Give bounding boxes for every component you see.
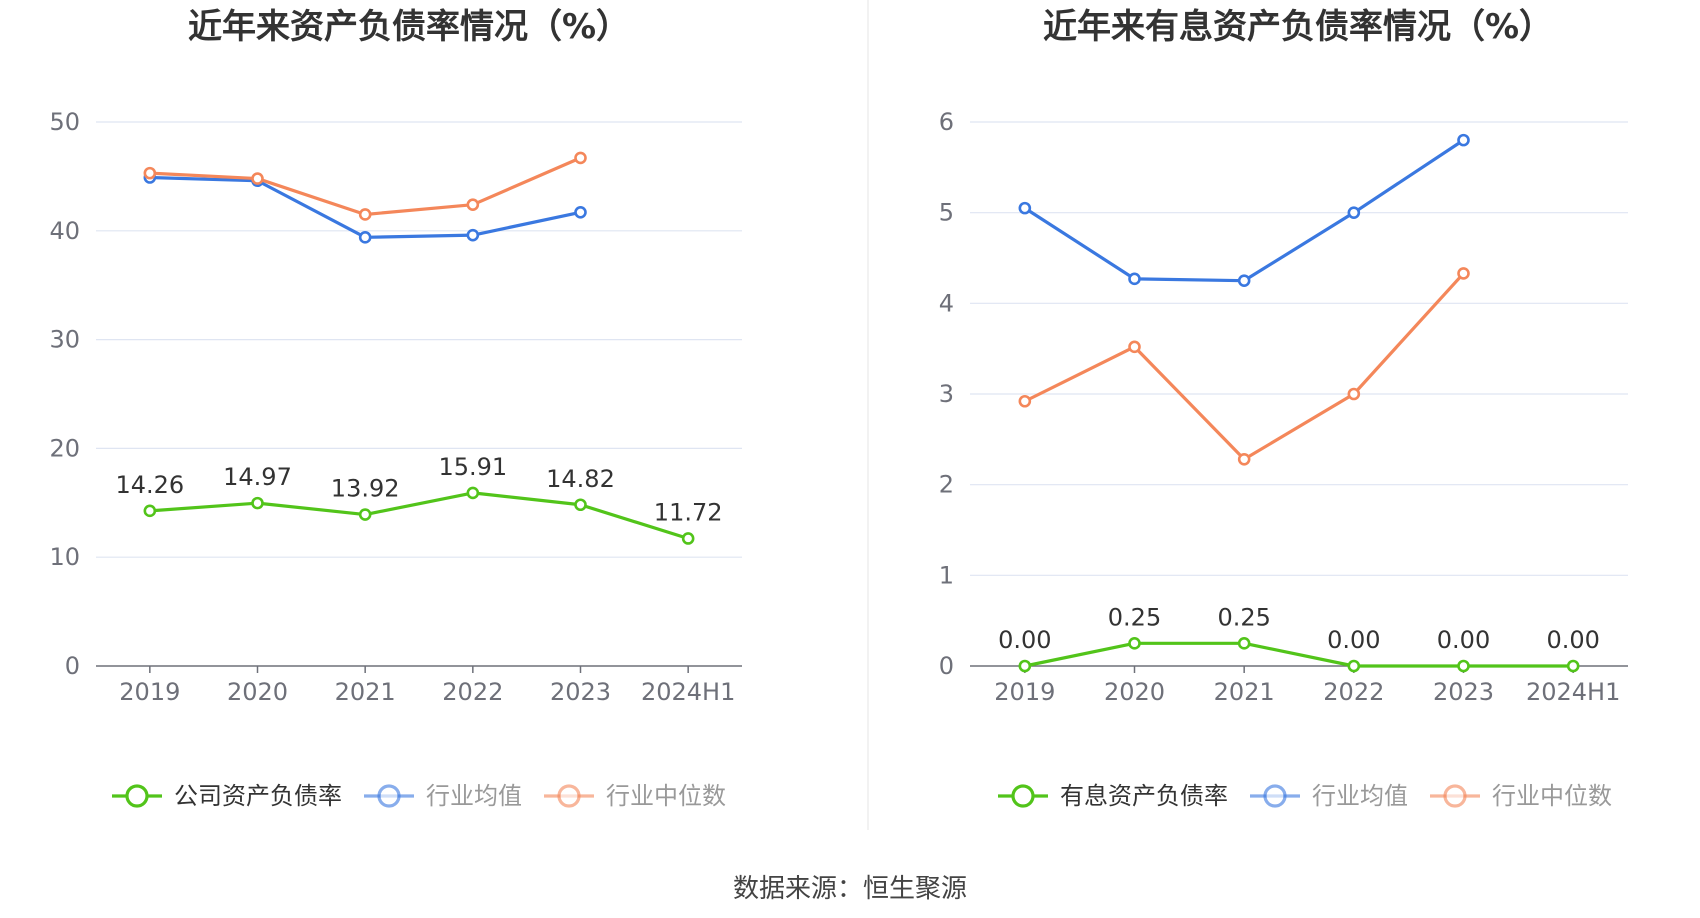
x-tick-label: 2024H1: [1526, 678, 1620, 706]
data-point[interactable]: [1018, 201, 1032, 215]
data-point[interactable]: [1347, 659, 1361, 673]
data-point[interactable]: [681, 532, 695, 545]
data-point[interactable]: [1018, 659, 1032, 673]
legend-item[interactable]: 有息资产负债率: [998, 782, 1228, 810]
y-tick-label: 5: [939, 199, 954, 227]
data-label: 11.72: [654, 498, 723, 526]
x-tick-label: 2023: [1433, 678, 1494, 706]
data-point[interactable]: [1237, 637, 1251, 650]
x-tick-label: 2021: [335, 678, 396, 706]
legend-marker: [1443, 784, 1467, 808]
data-label: 0.25: [1217, 603, 1270, 631]
data-point[interactable]: [358, 508, 372, 521]
legend-item[interactable]: 行业中位数: [1430, 782, 1612, 810]
legend-item[interactable]: 行业中位数: [544, 782, 726, 810]
x-tick-label: 2022: [442, 678, 503, 706]
legend-label: 行业均值: [1312, 782, 1408, 810]
x-tick-label: 2024H1: [641, 678, 735, 706]
data-label: 0.25: [1108, 603, 1161, 631]
data-label: 14.82: [546, 465, 615, 493]
data-label: 0.00: [1546, 626, 1599, 654]
data-point[interactable]: [1457, 133, 1470, 147]
data-point[interactable]: [1347, 206, 1361, 219]
data-point[interactable]: [1457, 267, 1470, 280]
data-label: 14.97: [223, 463, 292, 491]
data-point[interactable]: [251, 172, 264, 185]
data-point[interactable]: [1237, 452, 1251, 466]
y-tick-label: 0: [939, 652, 954, 680]
data-point[interactable]: [358, 231, 372, 244]
data-source: 数据来源：恒生聚源: [733, 874, 967, 904]
legend-marker: [125, 784, 149, 808]
y-tick-label: 1: [939, 561, 954, 589]
series-line-1: [1023, 138, 1465, 283]
legend-label: 行业中位数: [606, 782, 726, 810]
y-tick-label: 6: [939, 108, 954, 136]
x-tick-label: 2022: [1323, 678, 1384, 706]
data-point[interactable]: [143, 504, 157, 518]
data-point[interactable]: [1566, 659, 1580, 673]
data-point[interactable]: [574, 151, 587, 165]
data-point[interactable]: [358, 208, 372, 221]
series-line-0: [1024, 641, 1574, 668]
data-point[interactable]: [466, 228, 480, 242]
y-tick-label: 3: [939, 380, 954, 408]
data-point[interactable]: [466, 486, 480, 500]
legend-label: 行业中位数: [1492, 782, 1612, 810]
y-tick-label: 10: [49, 543, 80, 571]
x-tick-label: 2019: [994, 678, 1055, 706]
legend-label: 有息资产负债率: [1060, 782, 1228, 810]
x-tick-label: 2020: [227, 678, 288, 706]
data-label: 0.00: [1327, 626, 1380, 654]
data-point[interactable]: [1237, 274, 1251, 287]
data-point[interactable]: [143, 166, 157, 180]
legend-marker: [557, 784, 581, 808]
data-point[interactable]: [574, 206, 587, 219]
x-tick-label: 2021: [1214, 678, 1275, 706]
data-point[interactable]: [1018, 394, 1032, 408]
y-tick-label: 2: [939, 471, 954, 499]
data-point[interactable]: [1128, 272, 1141, 286]
data-label: 13.92: [331, 475, 400, 503]
data-label: 15.91: [438, 453, 507, 481]
chart-title: 近年来有息资产负债率情况（%）: [1043, 7, 1553, 47]
data-point[interactable]: [251, 496, 264, 510]
legend-marker: [377, 784, 401, 808]
legend-item[interactable]: 公司资产负债率: [112, 782, 342, 810]
data-point[interactable]: [574, 498, 587, 512]
series-line-2: [1024, 272, 1465, 461]
legend-marker: [1263, 784, 1287, 808]
data-point[interactable]: [1347, 387, 1361, 401]
data-label: 0.00: [998, 626, 1051, 654]
data-point[interactable]: [1128, 340, 1141, 354]
y-tick-label: 50: [49, 108, 80, 136]
legend-marker: [1011, 784, 1035, 808]
data-label: 0.00: [1437, 626, 1490, 654]
legend-label: 行业均值: [426, 782, 522, 810]
series-line-2: [149, 156, 582, 217]
x-tick-label: 2023: [550, 678, 611, 706]
legend-label: 公司资产负债率: [174, 782, 342, 810]
chart-interest-debt-ratio: 近年来有息资产负债率情况（%） 0 1 2 3 4 5 6 2019 2020 2021 2022 20…: [939, 7, 1628, 810]
legend-item[interactable]: 行业均值: [364, 782, 522, 810]
chart-debt-ratio: 近年来资产负债率情况（%） 0 10 20 30 40 50 2019 2020 2021 2022…: [49, 7, 742, 810]
y-tick-label: 40: [49, 217, 80, 245]
data-point[interactable]: [1128, 637, 1141, 650]
legend-item[interactable]: 行业均值: [1250, 782, 1408, 810]
chart-title: 近年来资产负债率情况（%）: [188, 7, 630, 47]
series-line-0: [149, 491, 689, 541]
y-tick-label: 30: [49, 326, 80, 354]
y-tick-label: 4: [939, 289, 954, 317]
data-label: 14.26: [115, 471, 184, 499]
data-point[interactable]: [1457, 659, 1470, 673]
y-tick-label: 0: [65, 652, 80, 680]
y-tick-label: 20: [49, 434, 80, 462]
x-tick-label: 2019: [119, 678, 180, 706]
x-tick-label: 2020: [1104, 678, 1165, 706]
data-point[interactable]: [466, 198, 480, 211]
